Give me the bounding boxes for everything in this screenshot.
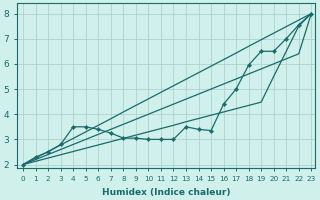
X-axis label: Humidex (Indice chaleur): Humidex (Indice chaleur) — [102, 188, 230, 197]
